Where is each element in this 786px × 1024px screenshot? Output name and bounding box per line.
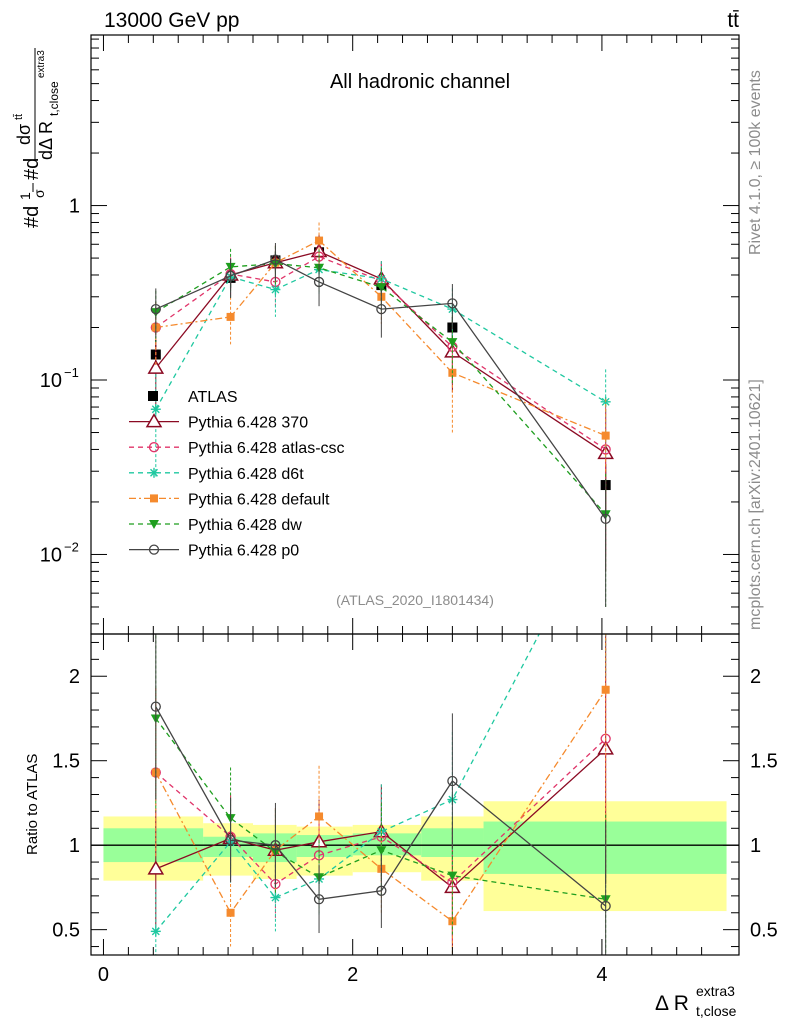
series-point xyxy=(600,513,611,525)
legend-label-atlas: ATLAS xyxy=(188,389,238,406)
x-axis-label-main: Δ R xyxy=(655,992,689,1015)
ratio-point xyxy=(147,860,165,875)
legend-label: Pythia 6.428 atlas-csc xyxy=(188,440,345,457)
legend-marker xyxy=(149,467,159,478)
series-point xyxy=(376,283,387,293)
series-point xyxy=(270,254,281,265)
svg-text:#d: #d xyxy=(21,158,43,180)
ratio-point xyxy=(150,701,161,712)
series-point xyxy=(601,431,610,440)
x-tick-label: 2 xyxy=(347,964,358,986)
ratio-series-group xyxy=(147,634,614,955)
ratio-y-tick-label-right: 0.5 xyxy=(750,920,778,942)
legend-marker xyxy=(148,544,160,555)
ratio-y-tick-label-left: 1 xyxy=(69,835,80,857)
y-tick-label: 10 xyxy=(40,370,62,392)
ratio-y-tick-label-right: 2 xyxy=(750,666,761,688)
svg-text:t,close: t,close xyxy=(47,81,61,116)
ratio-point xyxy=(313,894,325,905)
y-tick-exponent: −1 xyxy=(64,365,79,380)
rivet-version-label: Rivet 4.1.0, ≥ 100k events xyxy=(747,70,764,255)
analysis-watermark: (ATLAS_2020_I1801434) xyxy=(336,592,494,608)
series-point xyxy=(147,359,165,374)
ratio-point xyxy=(447,871,458,881)
ratio-y-tick-label-right: 1 xyxy=(750,835,761,857)
ratio-point xyxy=(447,775,458,787)
uncertainty-band-inner xyxy=(483,821,727,874)
ratio-point xyxy=(448,917,457,926)
series-point xyxy=(315,236,324,245)
x-tick-label: 4 xyxy=(596,964,607,986)
ratio-point xyxy=(270,840,281,851)
series-line xyxy=(155,239,606,437)
series-pythia-6-428-p0 xyxy=(150,243,611,607)
y-tick-label: 1 xyxy=(69,196,80,218)
x-axis-label-sup: extra3 xyxy=(696,983,735,999)
ratio-y-tick-label-left: 1.5 xyxy=(52,751,80,773)
process-label: tt̄ xyxy=(727,9,739,32)
x-axis-label-sub: t,close xyxy=(696,1003,737,1019)
ratio-point xyxy=(601,685,610,694)
series-point xyxy=(376,303,387,315)
ratio-y-tick-label-left: 0.5 xyxy=(52,920,80,942)
series-point xyxy=(225,270,236,282)
main-plot-area: 110−110−2 xyxy=(40,34,740,635)
legend-marker xyxy=(150,494,158,503)
svg-text:σ: σ xyxy=(31,189,47,198)
legend-marker xyxy=(148,442,160,453)
legend-label: Pythia 6.428 default xyxy=(188,491,330,508)
energy-label: 13000 GeV pp xyxy=(104,9,239,32)
ratio-point xyxy=(226,908,235,917)
svg-text:extra3: extra3 xyxy=(36,50,47,78)
svg-text:#d: #d xyxy=(21,206,43,228)
legend-label: Pythia 6.428 dw xyxy=(188,517,302,534)
x-axis-label: Δ R extra3 t,close xyxy=(655,983,737,1019)
legend-marker-atlas xyxy=(148,391,158,401)
ratio-y-axis-label: Ratio to ATLAS xyxy=(24,754,41,855)
legend-label: Pythia 6.428 p0 xyxy=(188,543,299,560)
ratio-point xyxy=(150,926,161,937)
svg-text:1: 1 xyxy=(17,192,33,200)
ratio-plot-area: 2 2 1.5 1.5 1 1 0.5 0.5 0 2 4 xyxy=(52,633,778,986)
ratio-point xyxy=(270,892,281,903)
legend-marker xyxy=(149,520,159,529)
ratio-y-tick-label-right: 1.5 xyxy=(750,751,778,773)
series-point xyxy=(447,338,458,348)
legend-label: Pythia 6.428 d6t xyxy=(188,466,304,483)
series-point xyxy=(226,312,235,321)
x-tick-label: 0 xyxy=(98,964,109,986)
ratio-point xyxy=(225,834,236,846)
ratio-y-tick-label-left: 2 xyxy=(69,666,80,688)
main-y-axis-label: #d 1 σ #d dσ tt̄ dΔ R t,close extra3 xyxy=(13,48,61,228)
ratio-series-pythia-6-428-p0 xyxy=(150,634,611,955)
legend-label: Pythia 6.428 370 xyxy=(188,415,308,432)
mcplots-label: mcplots.cern.ch [arXiv:2401.10621] xyxy=(747,379,764,630)
ratio-point xyxy=(315,812,324,821)
series-point xyxy=(150,404,161,415)
svg-text:dΔ R: dΔ R xyxy=(36,121,56,160)
ratio-point xyxy=(376,885,387,896)
series-point xyxy=(150,303,161,315)
legend-marker xyxy=(145,413,163,428)
series-point xyxy=(313,276,325,288)
y-tick-label: 10 xyxy=(40,544,62,566)
series-point xyxy=(270,284,281,295)
svg-text:tt̄: tt̄ xyxy=(13,114,25,120)
series-point xyxy=(447,298,458,309)
y-tick-exponent: −2 xyxy=(64,539,79,554)
plot-title: All hadronic channel xyxy=(330,71,510,93)
ratio-point xyxy=(600,900,611,912)
svg-text:dσ: dσ xyxy=(14,124,34,145)
legend: ATLAS Pythia 6.428 370 Pythia 6.428 atlas-… xyxy=(129,389,345,560)
ratio-point xyxy=(376,846,387,856)
